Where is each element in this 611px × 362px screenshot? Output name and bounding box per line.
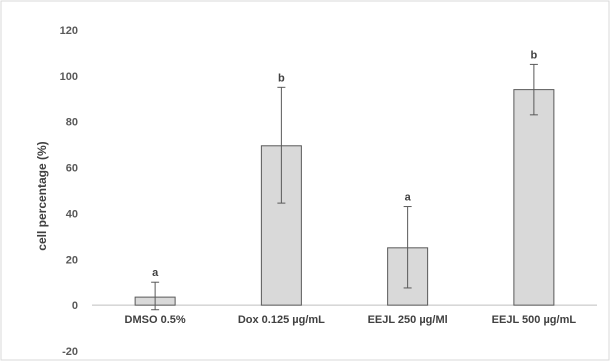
significance-label: a (405, 192, 412, 204)
y-tick-label: 100 (60, 71, 78, 83)
y-tick-label: 60 (66, 163, 78, 175)
error-bar (277, 86, 286, 204)
significance-label: b (278, 72, 285, 84)
significance-label: b (531, 49, 538, 61)
error-bar (151, 281, 160, 311)
bar (513, 89, 555, 306)
error-bar (529, 63, 538, 116)
category-label: EEJL 250 µg/Ml (368, 314, 448, 326)
category-label: Dox 0.125 µg/mL (238, 314, 325, 326)
y-tick-label: -20 (62, 346, 78, 358)
category-label: DMSO 0.5% (125, 314, 186, 326)
category-label: EEJL 500 µg/mL (492, 314, 577, 326)
y-axis-title: cell percentage (%) (35, 141, 49, 250)
error-bar (403, 206, 412, 289)
y-tick-label: 40 (66, 208, 78, 220)
y-tick-label: 20 (66, 254, 78, 266)
y-tick-label: 0 (72, 300, 78, 312)
significance-label: a (152, 267, 159, 279)
y-tick-label: 80 (66, 117, 78, 129)
y-tick-label: 120 (60, 25, 78, 37)
